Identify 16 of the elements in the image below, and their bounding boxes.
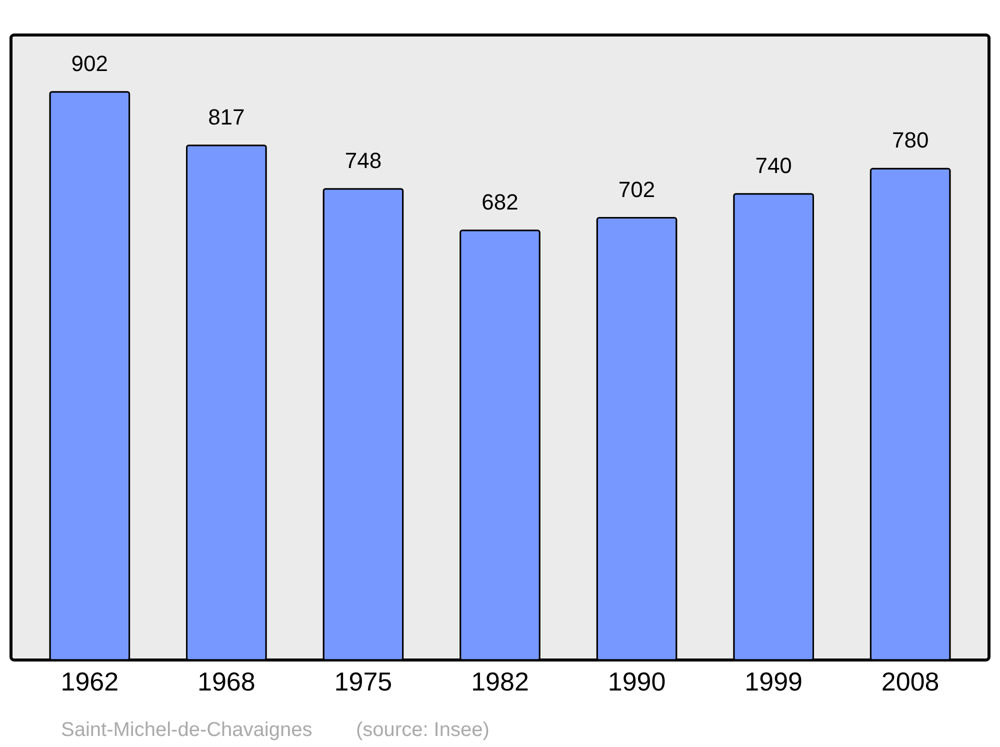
x-tick-label: 1982	[471, 666, 529, 696]
text: Saint-Michel-de-Chavaignes	[61, 719, 312, 741]
x-tick-label: 1990	[608, 666, 666, 696]
data-label: 740	[755, 152, 792, 178]
x-tick-label: 1999	[744, 666, 802, 696]
x-tick-label: 1962	[60, 666, 119, 696]
data-label: 702	[618, 176, 656, 202]
data-label: 902	[71, 50, 108, 76]
data-label: 780	[892, 128, 929, 153]
x-tick-label: 1968	[198, 666, 256, 696]
data-label: 817	[208, 104, 245, 130]
data-label: 748	[344, 148, 382, 173]
data-label: 682	[482, 189, 518, 214]
x-tick-label: 1975	[334, 666, 392, 696]
x-tick-label: 2008	[881, 666, 940, 696]
text: (source: Insee)	[356, 719, 490, 741]
